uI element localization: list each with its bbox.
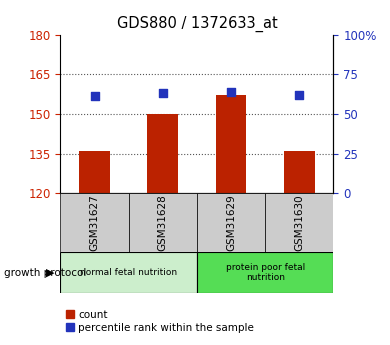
Text: protein poor fetal
nutrition: protein poor fetal nutrition <box>225 263 305 282</box>
Bar <box>216 95 246 193</box>
Bar <box>284 151 315 193</box>
Bar <box>79 151 110 193</box>
Text: growth protocol: growth protocol <box>4 268 86 277</box>
Text: GSM31628: GSM31628 <box>158 194 168 251</box>
Bar <box>60 252 197 293</box>
Text: GSM31630: GSM31630 <box>294 194 304 251</box>
Bar <box>147 114 178 193</box>
Legend: count, percentile rank within the sample: count, percentile rank within the sample <box>66 310 254 333</box>
Bar <box>197 193 265 252</box>
Point <box>160 90 166 96</box>
Text: GSM31629: GSM31629 <box>226 194 236 251</box>
Point <box>296 92 303 98</box>
Point <box>228 89 234 95</box>
Bar <box>265 193 333 252</box>
Bar <box>60 193 129 252</box>
Bar <box>129 193 197 252</box>
Text: normal fetal nutrition: normal fetal nutrition <box>80 268 177 277</box>
Text: ▶: ▶ <box>46 268 55 277</box>
Bar <box>197 252 333 293</box>
Text: GSM31627: GSM31627 <box>90 194 99 251</box>
Point <box>91 93 98 99</box>
Title: GDS880 / 1372633_at: GDS880 / 1372633_at <box>117 16 277 32</box>
